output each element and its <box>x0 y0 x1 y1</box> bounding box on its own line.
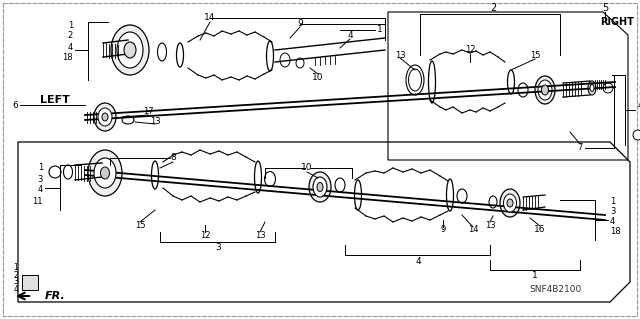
Text: 13: 13 <box>395 50 405 60</box>
Ellipse shape <box>508 70 515 94</box>
Ellipse shape <box>457 189 467 203</box>
Text: 4: 4 <box>347 32 353 41</box>
Text: FR.: FR. <box>45 291 66 301</box>
Text: 4: 4 <box>13 285 18 293</box>
Text: 9: 9 <box>440 226 445 234</box>
Ellipse shape <box>152 161 159 189</box>
Text: 8: 8 <box>170 153 176 162</box>
Ellipse shape <box>535 76 555 104</box>
Polygon shape <box>388 12 628 160</box>
Ellipse shape <box>309 172 331 202</box>
Text: 16: 16 <box>534 226 546 234</box>
Ellipse shape <box>335 178 345 192</box>
Ellipse shape <box>504 194 516 212</box>
Ellipse shape <box>588 81 596 95</box>
Text: 14: 14 <box>468 226 478 234</box>
Text: 13: 13 <box>150 117 160 127</box>
Text: 2: 2 <box>490 3 496 13</box>
Ellipse shape <box>94 158 116 188</box>
Text: 1: 1 <box>38 164 43 173</box>
Polygon shape <box>22 275 38 290</box>
Text: 4: 4 <box>610 218 615 226</box>
Text: 3: 3 <box>38 174 43 183</box>
Text: 3: 3 <box>215 243 221 253</box>
Ellipse shape <box>518 83 528 97</box>
Text: 18: 18 <box>610 227 621 236</box>
Ellipse shape <box>63 165 72 179</box>
Ellipse shape <box>507 199 513 207</box>
Text: 3: 3 <box>13 278 18 286</box>
Text: 1: 1 <box>68 20 73 29</box>
Ellipse shape <box>94 103 116 131</box>
Text: 13: 13 <box>255 231 266 240</box>
Ellipse shape <box>264 172 275 187</box>
Ellipse shape <box>590 85 594 92</box>
Ellipse shape <box>100 167 109 179</box>
Circle shape <box>603 83 613 93</box>
Ellipse shape <box>429 61 435 103</box>
Text: 7: 7 <box>577 144 582 152</box>
Ellipse shape <box>406 65 424 95</box>
Text: 17: 17 <box>143 108 154 116</box>
Text: 1: 1 <box>377 26 383 34</box>
Ellipse shape <box>355 180 362 210</box>
Text: 4: 4 <box>68 42 73 51</box>
Text: 1: 1 <box>532 271 538 280</box>
Text: 5: 5 <box>602 3 608 13</box>
Ellipse shape <box>447 179 454 211</box>
Ellipse shape <box>408 69 422 91</box>
Ellipse shape <box>266 41 273 71</box>
Text: 15: 15 <box>530 50 540 60</box>
Ellipse shape <box>317 182 323 191</box>
Text: 6: 6 <box>12 100 18 109</box>
Ellipse shape <box>500 189 520 217</box>
Text: 3: 3 <box>610 207 616 217</box>
Text: 10: 10 <box>301 164 313 173</box>
Text: 2: 2 <box>68 32 73 41</box>
Text: 4: 4 <box>415 256 421 265</box>
Circle shape <box>633 130 640 140</box>
Text: 11: 11 <box>33 197 43 205</box>
Text: 14: 14 <box>204 13 216 23</box>
Ellipse shape <box>489 196 497 208</box>
Text: 12: 12 <box>465 46 476 55</box>
Ellipse shape <box>98 108 112 126</box>
Ellipse shape <box>124 42 136 58</box>
Ellipse shape <box>313 177 327 197</box>
Text: 12: 12 <box>200 231 211 240</box>
Ellipse shape <box>255 161 262 193</box>
Text: 1: 1 <box>610 197 615 206</box>
Text: RIGHT: RIGHT <box>600 17 634 27</box>
Text: 18: 18 <box>62 54 73 63</box>
Ellipse shape <box>280 53 290 67</box>
Ellipse shape <box>117 32 143 68</box>
Ellipse shape <box>88 150 122 196</box>
Ellipse shape <box>111 25 149 75</box>
Ellipse shape <box>102 113 108 121</box>
Ellipse shape <box>177 43 184 67</box>
Text: 1: 1 <box>638 73 640 83</box>
Ellipse shape <box>296 58 304 68</box>
Text: 2: 2 <box>638 87 640 97</box>
Circle shape <box>49 166 61 178</box>
Text: 4: 4 <box>38 186 43 195</box>
Text: 10: 10 <box>312 73 324 83</box>
Text: 4: 4 <box>638 101 640 110</box>
Ellipse shape <box>122 116 134 124</box>
Ellipse shape <box>538 80 552 100</box>
Ellipse shape <box>157 43 166 61</box>
Text: 1: 1 <box>13 263 18 272</box>
Text: 15: 15 <box>135 220 145 229</box>
Text: 2: 2 <box>13 271 18 279</box>
Text: 11: 11 <box>638 115 640 124</box>
Ellipse shape <box>541 85 548 95</box>
Text: LEFT: LEFT <box>40 95 70 105</box>
Text: SNF4B2100: SNF4B2100 <box>529 286 581 294</box>
Text: 13: 13 <box>484 220 495 229</box>
Text: 9: 9 <box>297 19 303 28</box>
